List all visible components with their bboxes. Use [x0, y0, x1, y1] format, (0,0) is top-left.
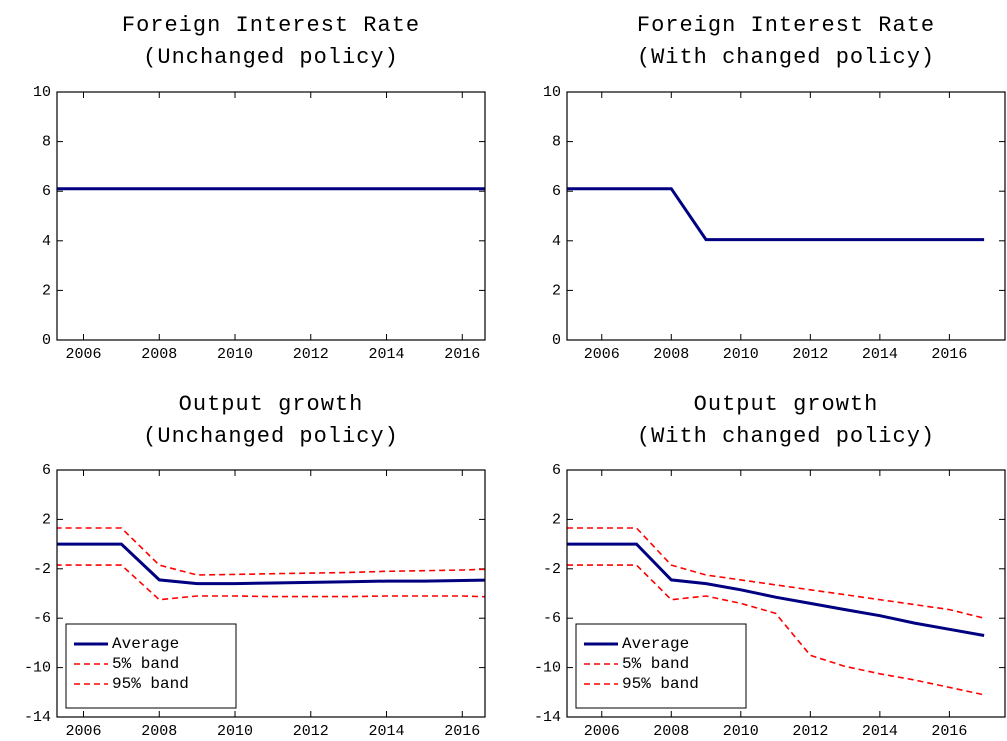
x-tick-label: 2006 — [584, 346, 620, 363]
axes-frame — [566, 91, 1006, 341]
legend: Average 5% band 95% band — [65, 623, 237, 709]
x-tick-label: 2014 — [369, 346, 405, 363]
x-tick-label: 2012 — [293, 723, 329, 740]
y-tick-label: 0 — [552, 332, 561, 349]
y-tick-label: 0 — [42, 332, 51, 349]
x-tick-label: 2016 — [931, 723, 967, 740]
y-tick-label: 10 — [33, 84, 51, 101]
x-tick-label: 2016 — [931, 346, 967, 363]
y-tick-label: 4 — [552, 233, 561, 250]
y-tick-label: 2 — [42, 282, 51, 299]
y-tick-label: 8 — [552, 134, 561, 151]
legend-label: 5% band — [622, 655, 689, 673]
subplot: Foreign Interest Rate (Unchanged policy) 0… — [33, 13, 486, 363]
y-tick-label: 6 — [42, 462, 51, 479]
axes-frame — [56, 469, 486, 718]
x-tick-label: 2006 — [66, 346, 102, 363]
chart-subtitle: (With changed policy) — [637, 45, 935, 70]
chart-title: Foreign Interest Rate — [637, 13, 935, 38]
x-tick-label: 2008 — [141, 346, 177, 363]
legend-label: Average — [622, 635, 689, 653]
series-line — [57, 564, 485, 601]
y-tick-label: -10 — [24, 660, 51, 677]
x-tick-label: 2012 — [293, 346, 329, 363]
x-tick-label: 2012 — [792, 346, 828, 363]
x-tick-label: 2010 — [723, 346, 759, 363]
y-tick-label: 2 — [42, 511, 51, 528]
chart-subtitle: (With changed policy) — [637, 424, 935, 449]
x-tick-label: 2006 — [66, 723, 102, 740]
y-tick-label: 8 — [42, 134, 51, 151]
y-tick-label: -2 — [543, 561, 561, 578]
y-tick-label: -6 — [543, 610, 561, 627]
subplot: Output growth (Unchanged policy) -14 -10 -6 -… — [24, 392, 486, 740]
axes-frame — [566, 469, 1006, 718]
y-tick-label: 6 — [42, 183, 51, 200]
y-tick-label: 10 — [543, 84, 561, 101]
y-tick-label: 2 — [552, 511, 561, 528]
legend-box — [65, 623, 237, 709]
series-line — [57, 527, 485, 576]
legend-label: 5% band — [112, 655, 179, 673]
x-tick-label: 2008 — [141, 723, 177, 740]
chart-title: Foreign Interest Rate — [122, 13, 420, 38]
y-tick-label: 6 — [552, 462, 561, 479]
y-tick-label: -14 — [534, 709, 561, 726]
x-tick-label: 2010 — [217, 346, 253, 363]
x-tick-label: 2016 — [444, 723, 480, 740]
y-tick-label: -6 — [33, 610, 51, 627]
x-tick-label: 2010 — [217, 723, 253, 740]
chart-subtitle: (Unchanged policy) — [143, 45, 399, 70]
chart-title: Output growth — [179, 392, 364, 417]
y-tick-label: 4 — [42, 233, 51, 250]
x-tick-label: 2008 — [653, 723, 689, 740]
legend: Average 5% band 95% band — [575, 623, 747, 709]
x-tick-label: 2014 — [369, 723, 405, 740]
x-tick-label: 2010 — [723, 723, 759, 740]
x-tick-label: 2012 — [792, 723, 828, 740]
y-tick-label: 6 — [552, 183, 561, 200]
y-tick-label: -10 — [534, 660, 561, 677]
legend-label: 95% band — [622, 675, 699, 693]
subplot: Foreign Interest Rate (With changed polic… — [543, 13, 1006, 363]
x-tick-label: 2016 — [444, 346, 480, 363]
y-tick-label: -14 — [24, 709, 51, 726]
legend-box — [575, 623, 747, 709]
y-tick-label: 2 — [552, 282, 561, 299]
chart-subtitle: (Unchanged policy) — [143, 424, 399, 449]
axes-frame — [56, 91, 486, 341]
chart-title: Output growth — [694, 392, 879, 417]
legend-label: 95% band — [112, 675, 189, 693]
legend-label: Average — [112, 635, 179, 653]
series-line — [567, 527, 985, 619]
series-line — [567, 564, 985, 696]
x-tick-label: 2006 — [584, 723, 620, 740]
y-tick-label: -2 — [33, 561, 51, 578]
x-tick-label: 2014 — [862, 346, 898, 363]
x-tick-label: 2014 — [862, 723, 898, 740]
subplot: Output growth (With changed policy) -14 -10… — [534, 392, 1006, 740]
x-tick-label: 2008 — [653, 346, 689, 363]
series-line — [567, 187, 985, 242]
series-line — [57, 542, 485, 586]
series-line — [567, 542, 985, 637]
